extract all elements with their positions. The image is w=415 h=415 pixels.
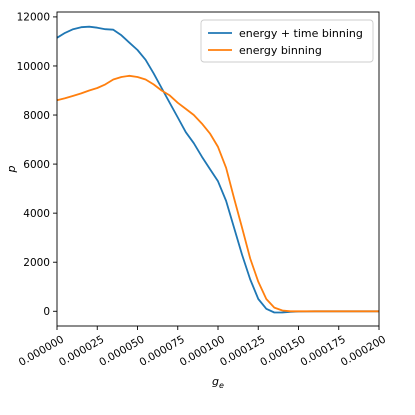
y-tick-label: 0 [43, 306, 50, 318]
x-axis-label: ge [212, 375, 224, 390]
y-tick-label: 8000 [23, 110, 50, 122]
legend: energy + time binning energy binning [200, 19, 374, 63]
y-axis: 0 2000 4000 6000 8000 10000 12000 [17, 12, 57, 318]
y-tick-label: 12000 [17, 12, 50, 24]
y-tick-label: 6000 [23, 159, 50, 171]
series-line-2 [56, 74, 379, 313]
legend-box [200, 19, 374, 63]
y-tick-label: 2000 [23, 257, 50, 269]
y-tick-label: 10000 [17, 61, 50, 73]
y-tick-label: 4000 [23, 208, 50, 220]
legend-label-1: energy + time binning [239, 27, 363, 40]
legend-label-2: energy binning [239, 44, 322, 57]
y-axis-label: p [5, 165, 18, 173]
series-layer [56, 25, 379, 314]
